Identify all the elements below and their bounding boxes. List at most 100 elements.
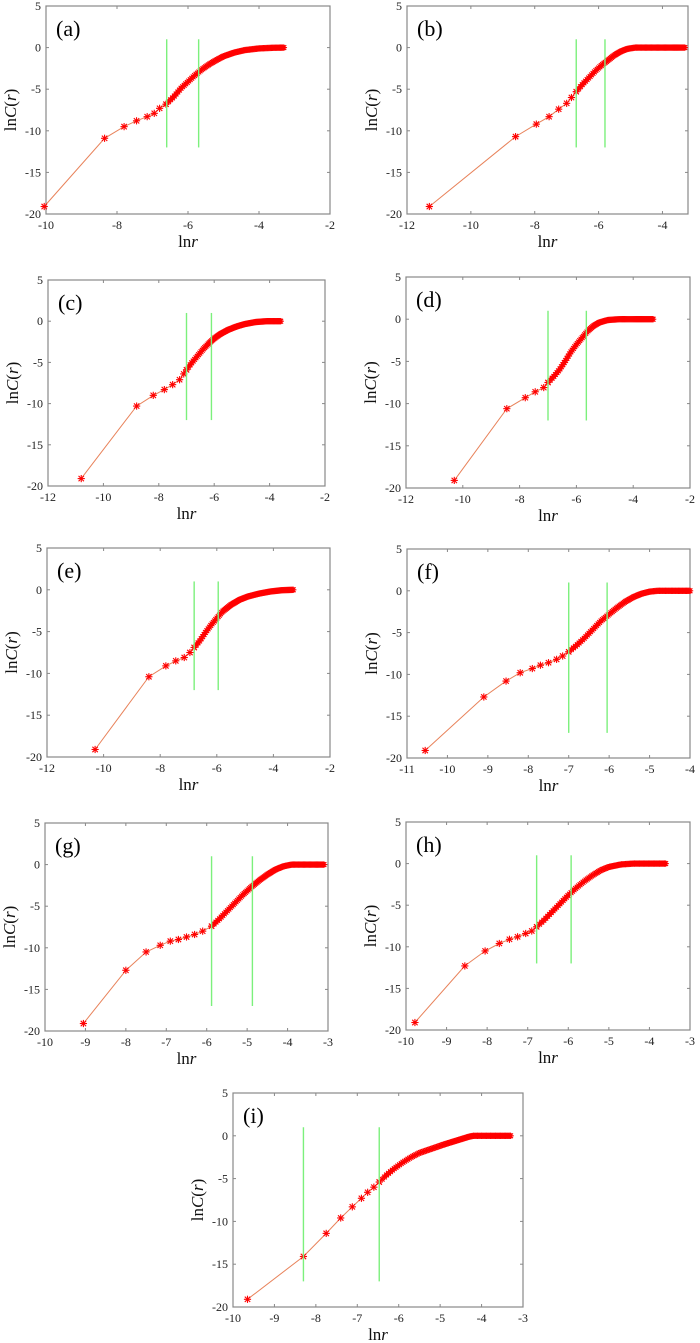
y-tick-label: -20	[385, 481, 401, 495]
y-tick-label: -15	[386, 709, 402, 723]
data-point	[516, 669, 524, 677]
y-tick-label: -15	[385, 439, 401, 453]
data-point	[77, 474, 85, 483]
x-axis-label: lnr	[177, 504, 197, 523]
x-axis-label: lnr	[179, 775, 199, 794]
plot-frame	[44, 822, 329, 1032]
x-tick-label: -11	[399, 762, 415, 776]
x-tick-label: -2	[325, 761, 335, 775]
y-axis-label: lnC(r)	[362, 632, 381, 675]
panel-i: -10 -9 -8 -7 -6 -5 -4 -3 5 0 -5 -10 -15 -20 lnr lnC(r) (…	[188, 1086, 528, 1343]
x-tick-label: -7	[161, 1035, 171, 1049]
panel-label: (c)	[58, 290, 82, 315]
x-tick-label: -8	[155, 761, 165, 775]
x-tick-label: -5	[435, 1311, 445, 1325]
y-tick-label: -5	[392, 82, 402, 96]
data-point	[528, 664, 536, 673]
x-tick-label: -6	[183, 218, 193, 232]
panel-e: -12 -10 -8 -6 -4 -2 5 0 -5 -10 -15 -20 lnr lnC(r) (e)	[2, 541, 335, 794]
y-tick-label: -10	[386, 124, 402, 138]
data-point	[199, 927, 207, 935]
data-point	[481, 947, 489, 955]
data-point	[142, 948, 150, 956]
y-axis-label: lnC(r)	[362, 89, 381, 132]
y-tick-label: 0	[34, 858, 40, 872]
data-line	[429, 47, 685, 207]
x-tick-label: -4	[268, 761, 278, 775]
y-tick-label: -10	[24, 941, 40, 955]
x-tick-label: -10	[225, 1311, 241, 1325]
x-tick-label: -3	[323, 1035, 333, 1049]
y-tick-label: 0	[222, 1129, 228, 1143]
x-tick-label: -8	[112, 218, 122, 232]
data-point	[552, 655, 561, 663]
data-point	[567, 93, 576, 102]
y-tick-label: 5	[396, 0, 402, 13]
panel-f: -11 -10 -9 -8 -7 -6 -5 -4 5 0 -5 -10 -15 -20 lnr lnC(r)…	[362, 542, 695, 795]
y-axis-label: lnC(r)	[1, 89, 20, 132]
x-tick-label: -5	[645, 762, 655, 776]
y-tick-label: -15	[25, 165, 41, 179]
y-tick-label: 5	[36, 541, 42, 555]
x-tick-label: -6	[394, 1311, 404, 1325]
data-point	[160, 385, 168, 394]
y-tick-label: 0	[35, 41, 41, 55]
x-tick-label: -3	[685, 1034, 695, 1048]
data-point	[480, 693, 488, 701]
y-tick-label: 0	[37, 314, 43, 328]
y-tick-label: -10	[386, 667, 402, 681]
panel-label: (e)	[57, 558, 81, 583]
plot-frame	[232, 1092, 524, 1308]
x-tick-label: -12	[39, 761, 55, 775]
x-tick-label: -10	[463, 218, 479, 232]
data-line	[424, 590, 690, 751]
data-point	[79, 1019, 88, 1028]
x-axis-label: lnr	[538, 506, 558, 525]
x-axis-label: lnr	[539, 776, 559, 795]
y-axis-label: lnC(r)	[2, 631, 21, 674]
y-tick-label: 5	[37, 273, 43, 287]
x-axis-label: lnr	[538, 232, 558, 251]
y-tick-label: -5	[218, 1172, 228, 1186]
y-tick-label: -10	[212, 1214, 228, 1228]
data-point	[513, 933, 522, 941]
x-tick-label: -7	[352, 1311, 362, 1325]
panel-label: (i)	[243, 1103, 264, 1128]
x-tick-label: -4	[685, 762, 695, 776]
x-tick-label: -4	[265, 490, 275, 504]
x-tick-label: -6	[202, 1035, 212, 1049]
data-point	[175, 376, 184, 384]
y-axis-label: lnC(r)	[0, 906, 19, 949]
data-point	[348, 1203, 356, 1211]
data-point	[180, 653, 188, 662]
data-point	[528, 927, 536, 935]
x-tick-label: -10	[37, 1035, 53, 1049]
data-point	[545, 113, 553, 121]
x-axis-label: lnr	[177, 1049, 197, 1068]
x-tick-label: -8	[530, 218, 540, 232]
y-tick-label: -20	[26, 750, 42, 764]
x-tick-label: -10	[95, 490, 111, 504]
x-tick-label: -12	[40, 490, 56, 504]
data-point	[172, 657, 180, 665]
y-axis-label: lnC(r)	[188, 1179, 207, 1222]
x-tick-label: -12	[399, 218, 415, 232]
y-tick-label: 0	[395, 857, 401, 871]
y-tick-label: -10	[26, 666, 42, 680]
x-tick-label: -4	[628, 492, 638, 506]
data-point	[243, 1295, 252, 1303]
data-point-dense	[649, 316, 657, 323]
x-tick-label: -6	[563, 1034, 573, 1048]
y-tick-label: 0	[396, 584, 402, 598]
x-tick-label: -4	[657, 218, 667, 232]
data-point	[100, 134, 109, 142]
data-point	[425, 202, 433, 211]
y-tick-label: 0	[396, 41, 402, 55]
data-point	[150, 109, 158, 117]
y-tick-label: -10	[27, 397, 43, 411]
plot-frame	[405, 276, 691, 489]
data-point-dense	[290, 586, 297, 593]
data-line	[453, 318, 654, 481]
x-tick-label: -5	[604, 1034, 614, 1048]
data-point	[544, 659, 553, 667]
